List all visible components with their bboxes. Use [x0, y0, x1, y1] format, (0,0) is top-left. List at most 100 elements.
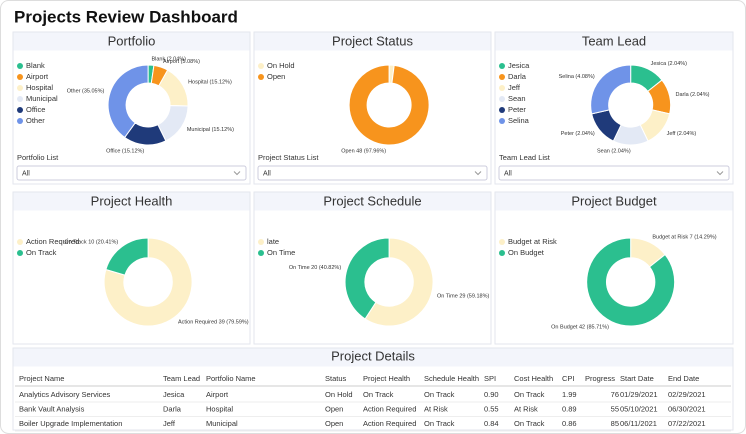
panel-header — [254, 32, 491, 51]
data-label: Sean (2.04%) — [597, 148, 631, 154]
legend-swatch — [499, 63, 505, 69]
donut-slice — [103, 237, 193, 327]
legend-swatch — [499, 118, 505, 124]
data-label: On Time 20 (40.82%) — [289, 265, 341, 271]
table-cell: 01/29/2021 — [620, 390, 658, 399]
legend-label: Darla — [508, 72, 527, 81]
table-cell: Municipal — [206, 419, 238, 428]
data-label: On Budget 42 (85.71%) — [551, 325, 609, 331]
legend-swatch — [499, 85, 505, 91]
column-header: Cost Health — [514, 374, 553, 383]
data-label: Hospital (15.12%) — [188, 80, 232, 86]
legend-swatch — [258, 63, 264, 69]
legend-label: Open — [267, 72, 285, 81]
table-cell: 0.55 — [484, 404, 499, 413]
column-header: Portfolio Name — [206, 374, 256, 383]
panel — [12, 31, 251, 185]
legend-swatch — [17, 85, 23, 91]
panel-header — [254, 192, 491, 211]
filter-label: Team Lead List — [499, 153, 551, 162]
table-cell: Jesica — [163, 390, 185, 399]
legend-swatch — [17, 239, 23, 245]
panel-title: Project Budget — [571, 193, 657, 208]
filter-dropdown[interactable] — [498, 165, 730, 181]
table-cell: 76 — [611, 390, 619, 399]
table-header-band — [13, 348, 733, 367]
panel-header — [495, 192, 733, 211]
legend-swatch — [258, 74, 264, 80]
legend-label: Airport — [26, 72, 49, 81]
table-cell: On Track — [424, 419, 455, 428]
table-cell: Hospital — [206, 404, 233, 413]
filter-label: Project Status List — [258, 153, 319, 162]
table-cell: Open — [325, 404, 343, 413]
table-cell: 06/11/2021 — [620, 419, 657, 428]
data-label: Office (15.12%) — [106, 148, 144, 154]
donut-slice — [107, 64, 149, 139]
table-cell: Airport — [206, 390, 229, 399]
data-label: Municipal (15.12%) — [187, 127, 234, 133]
table-cell: 0.86 — [562, 419, 577, 428]
data-label: Darla (2.04%) — [676, 92, 710, 98]
table-title: Project Details — [331, 348, 415, 363]
table-cell: On Track — [363, 390, 394, 399]
table-cell: 0.84 — [484, 419, 499, 428]
filter-dropdown[interactable] — [16, 165, 247, 181]
table-cell: At Risk — [514, 404, 538, 413]
legend-swatch — [17, 250, 23, 256]
legend-swatch — [499, 239, 505, 245]
filter-label: Portfolio List — [17, 153, 59, 162]
donut-slice — [344, 237, 390, 320]
filter-dropdown[interactable] — [257, 165, 488, 181]
column-header: Project Name — [19, 374, 64, 383]
panel-header — [13, 32, 250, 51]
column-header: Status — [325, 374, 347, 383]
filter-value: All — [22, 170, 30, 177]
column-header: Team Lead — [163, 374, 200, 383]
filter-value: All — [504, 170, 512, 177]
table-cell: On Track — [514, 419, 545, 428]
table-cell: 1.99 — [562, 390, 577, 399]
table-cell: 85 — [611, 419, 619, 428]
legend-label: late — [267, 237, 279, 246]
table-cell: 06/30/2021 — [668, 404, 706, 413]
donut-slice — [364, 237, 434, 327]
donut-slice — [590, 64, 632, 115]
legend-label: On Time — [267, 248, 295, 257]
panel-title: Team Lead — [582, 33, 646, 48]
data-label: Action Required 39 (79.59%) — [178, 320, 249, 326]
legend-label: Other — [26, 116, 45, 125]
data-label: Airport (5.08%) — [163, 59, 200, 65]
table-cell: Darla — [163, 404, 182, 413]
data-label: Other (35.05%) — [67, 88, 105, 94]
data-label: On Time 29 (59.18%) — [437, 294, 489, 300]
table-cell: 0.89 — [562, 404, 577, 413]
column-header: CPI — [562, 374, 575, 383]
dropdown-arrow — [474, 171, 482, 176]
table-cell: 05/10/2021 — [620, 404, 658, 413]
legend-label: Jesica — [508, 61, 530, 70]
legend-label: On Track — [26, 248, 57, 257]
column-header: Start Date — [620, 374, 654, 383]
table-cell: Action Required — [363, 419, 416, 428]
legend-swatch — [17, 107, 23, 113]
panel-title: Project Health — [91, 193, 173, 208]
legend-swatch — [499, 107, 505, 113]
data-label: Peter (2.04%) — [561, 131, 595, 137]
column-header: End Date — [668, 374, 699, 383]
donut-slice — [105, 237, 149, 276]
panel-title: Project Schedule — [323, 193, 421, 208]
panel — [253, 31, 492, 185]
table-cell: Bank Vault Analysis — [19, 404, 85, 413]
table-cell: On Track — [514, 390, 545, 399]
legend-label: On Budget — [508, 248, 545, 257]
table-cell: At Risk — [424, 404, 448, 413]
data-label: On Track 10 (20.41%) — [64, 239, 118, 245]
donut-slice — [586, 237, 676, 327]
legend-swatch — [499, 74, 505, 80]
legend-label: On Hold — [267, 61, 295, 70]
data-label: Jesica (2.04%) — [651, 61, 688, 67]
legend-label: Sean — [508, 94, 526, 103]
dropdown-arrow — [233, 171, 241, 176]
